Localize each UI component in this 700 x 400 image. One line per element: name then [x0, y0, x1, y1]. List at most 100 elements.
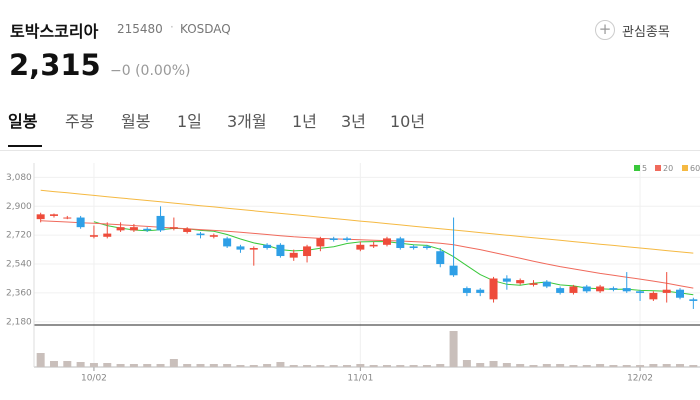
volume-bar [569, 365, 578, 367]
volume-bar [596, 364, 605, 367]
legend-swatch [634, 165, 640, 171]
tab[interactable]: 주봉 [65, 112, 95, 131]
tab[interactable]: 3년 [341, 112, 366, 131]
volume-bar [356, 364, 365, 367]
volume-bar [263, 364, 272, 367]
legend-label: 5 [642, 164, 647, 173]
candle-body [196, 233, 205, 236]
separator-dot: · [170, 20, 174, 34]
y-tick-label: 3,080 [6, 173, 32, 183]
volume-bar [196, 364, 205, 367]
candle-body [662, 289, 671, 293]
y-tick-label: 2,720 [6, 231, 32, 241]
candle-body [422, 246, 431, 249]
candle-body [343, 238, 352, 240]
legend-swatch [655, 165, 661, 171]
volume-bar [689, 365, 698, 367]
volume-bar [289, 365, 298, 367]
market: KOSDAQ [180, 22, 231, 36]
volume-bar [662, 364, 671, 367]
candle-body [316, 238, 325, 247]
volume-bar [303, 365, 312, 367]
candle-body [116, 227, 125, 231]
tab[interactable]: 일봉 [8, 112, 38, 131]
volume-bar [676, 364, 685, 367]
candle-body [676, 289, 685, 298]
volume-bar [649, 364, 658, 367]
candle-body [289, 252, 298, 258]
volume-bar [502, 363, 511, 367]
candle-body [236, 246, 245, 250]
volume-bar [223, 364, 232, 367]
tab-underline [8, 145, 42, 147]
candle-body [129, 227, 138, 231]
volume-bar [89, 363, 98, 367]
tab[interactable]: 1일 [177, 112, 202, 131]
volume-bar [183, 364, 192, 367]
stock-name: 토박스코리아 [10, 22, 99, 41]
candle-body [409, 246, 418, 249]
y-tick-label: 2,180 [6, 317, 32, 327]
favorite-button[interactable]: 관심종목 [622, 25, 670, 40]
volume-bar [556, 364, 565, 367]
candle-body [369, 244, 378, 247]
candle-body [89, 235, 98, 237]
volume-bar [409, 365, 418, 367]
candle-body [556, 288, 565, 293]
volume-bar [422, 365, 431, 367]
volume-bar [329, 365, 338, 367]
candle-body [382, 238, 391, 245]
volume-bar [209, 364, 218, 367]
candle-body [636, 291, 645, 293]
legend-label: 60 [690, 164, 700, 173]
volume-bar [36, 353, 45, 367]
candle-body [356, 244, 365, 250]
candle-body [609, 288, 618, 290]
tab[interactable]: 10년 [390, 112, 426, 131]
candle-body [76, 217, 85, 228]
candle-body [436, 251, 445, 265]
legend-label: 20 [663, 164, 673, 173]
candle-body [396, 238, 405, 249]
volume-bar [63, 361, 72, 367]
candle-body [569, 286, 578, 293]
candle-body [183, 228, 192, 232]
candle-body [169, 227, 178, 229]
volume-bar [436, 364, 445, 367]
candle-body [502, 278, 511, 282]
candle-body [209, 235, 218, 237]
candle-body [529, 283, 538, 285]
ma-line [40, 189, 694, 254]
candle-body [276, 244, 285, 257]
volume-bar [143, 364, 152, 367]
legend-swatch [682, 165, 688, 171]
favorite-icon[interactable]: + [595, 20, 615, 40]
volume-bar [103, 363, 112, 367]
tab[interactable]: 3개월 [227, 112, 267, 131]
volume-bar [542, 364, 551, 367]
volume-bar [249, 365, 258, 367]
candle-body [462, 288, 471, 293]
x-tick-label: 11/01 [347, 374, 373, 384]
y-tick-label: 2,360 [6, 288, 32, 298]
volume-bar [609, 365, 618, 367]
candle-body [156, 215, 165, 231]
volume-bar [236, 365, 245, 367]
volume-bar [343, 365, 352, 367]
candle-body [303, 246, 312, 257]
volume-bar [369, 365, 378, 367]
volume-bar [49, 361, 58, 367]
x-tick-label: 10/02 [81, 374, 107, 384]
volume-bar [116, 364, 125, 367]
tab[interactable]: 월봉 [121, 112, 151, 131]
change-pct: (0.00%) [135, 63, 191, 79]
tab[interactable]: 1년 [292, 112, 317, 131]
volume-bar [462, 360, 471, 367]
candle-body [596, 286, 605, 292]
volume-bar [169, 359, 178, 367]
ma-line [93, 221, 694, 296]
volume-bar [476, 363, 485, 367]
separator [0, 150, 700, 151]
candle-body [143, 228, 152, 231]
